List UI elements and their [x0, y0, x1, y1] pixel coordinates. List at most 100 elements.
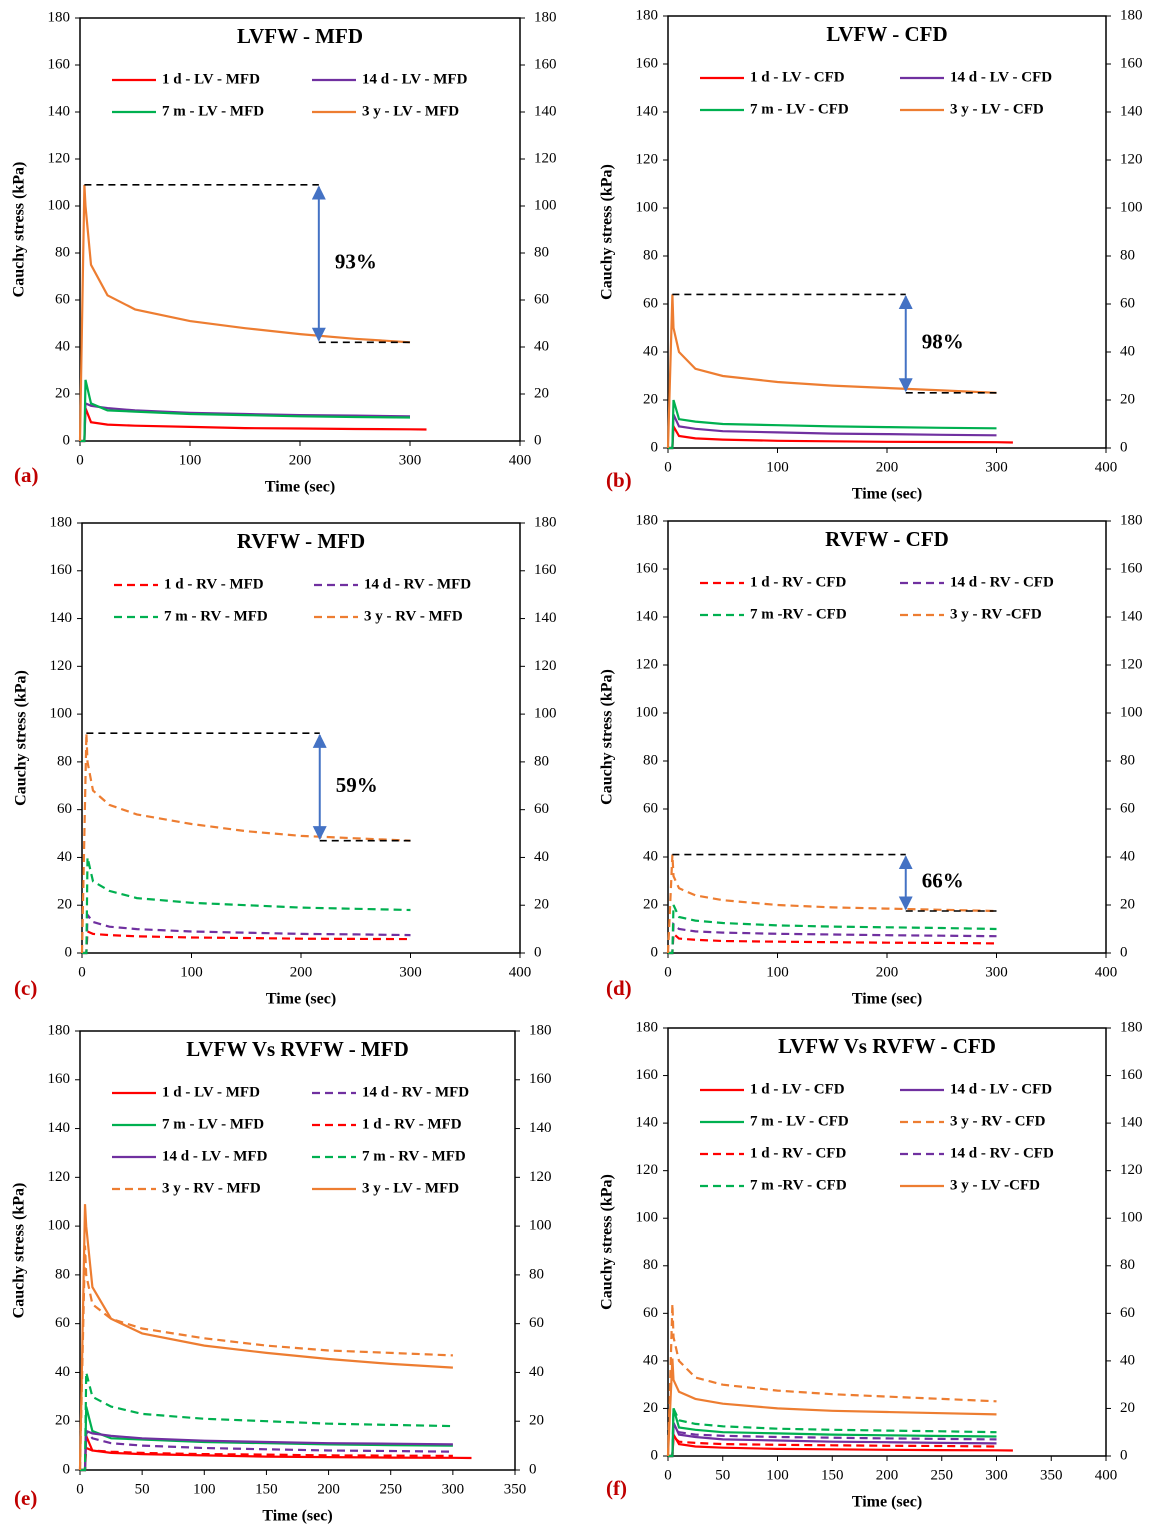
y-tick-label: 140 — [48, 103, 71, 119]
y2-tick-label: 60 — [534, 291, 549, 307]
x-tick-label: 250 — [931, 1467, 954, 1483]
panel-label: (f) — [606, 1476, 627, 1500]
y2-tick-label: 160 — [534, 56, 557, 72]
legend-label: 1 d - LV - MFD — [162, 1084, 260, 1100]
y-tick-label: 0 — [651, 944, 659, 960]
y2-tick-label: 160 — [534, 562, 557, 578]
y2-tick-label: 60 — [1120, 1305, 1135, 1321]
y2-tick-label: 100 — [1120, 1210, 1143, 1226]
y-tick-label: 140 — [636, 103, 659, 119]
y-tick-label: 20 — [57, 897, 72, 913]
y-tick-label: 40 — [643, 848, 658, 864]
chart-title: LVFW Vs RVFW - CFD — [778, 1034, 996, 1058]
x-tick-label: 100 — [193, 1481, 216, 1497]
legend-label: 14 d - RV - MFD — [362, 1084, 469, 1100]
y2-tick-label: 80 — [534, 244, 549, 260]
series-line — [668, 921, 997, 955]
y-tick-label: 0 — [651, 1447, 659, 1463]
x-tick-label: 300 — [399, 452, 422, 468]
series-line — [78, 1204, 453, 1471]
y2-tick-label: 120 — [534, 150, 557, 166]
y-tick-label: 100 — [636, 704, 659, 720]
series-line — [668, 904, 997, 955]
y2-tick-label: 180 — [529, 1022, 552, 1038]
y-axis-title: Cauchy stress (kPa) — [599, 1174, 616, 1310]
y-tick-label: 120 — [48, 1169, 71, 1185]
y-tick-label: 60 — [55, 1315, 70, 1331]
legend-label: 1 d - RV - CFD — [750, 1145, 846, 1161]
y-tick-label: 80 — [643, 247, 658, 263]
series-line — [82, 857, 411, 955]
y2-tick-label: 0 — [1120, 944, 1128, 960]
x-tick-label: 0 — [664, 459, 672, 475]
x-tick-label: 350 — [1040, 1467, 1063, 1483]
legend-label: 3 y - RV -CFD — [950, 606, 1042, 622]
y-tick-label: 160 — [48, 56, 71, 72]
chart-title: RVFW - MFD — [237, 529, 365, 553]
chart-title: LVFW - MFD — [237, 24, 363, 48]
y-tick-label: 80 — [643, 1257, 658, 1273]
x-tick-label: 150 — [255, 1481, 278, 1497]
y-tick-label: 140 — [636, 1115, 659, 1131]
y2-tick-label: 60 — [1120, 295, 1135, 311]
y-tick-label: 20 — [55, 385, 70, 401]
y2-tick-label: 120 — [529, 1169, 552, 1185]
y-tick-label: 120 — [48, 150, 71, 166]
y2-tick-label: 80 — [529, 1266, 544, 1282]
x-tick-label: 350 — [504, 1481, 527, 1497]
y-axis-title: Cauchy stress (kPa) — [13, 670, 30, 806]
legend-label: 3 y - LV - MFD — [362, 1180, 459, 1196]
annotation: 59% — [336, 773, 378, 797]
y-tick-label: 140 — [48, 1120, 71, 1136]
y-tick-label: 40 — [57, 849, 72, 865]
x-tick-label: 100 — [766, 1467, 789, 1483]
y2-tick-label: 80 — [1120, 247, 1135, 263]
annotation: 93% — [335, 249, 377, 273]
series-line — [78, 184, 411, 442]
y2-tick-label: 40 — [529, 1364, 544, 1380]
x-tick-label: 200 — [876, 964, 899, 980]
legend-label: 14 d - LV - MFD — [162, 1148, 268, 1164]
y2-tick-label: 120 — [534, 658, 557, 674]
y-tick-label: 100 — [636, 199, 659, 215]
x-tick-label: 0 — [664, 964, 672, 980]
y2-tick-label: 180 — [534, 514, 557, 530]
y2-tick-label: 80 — [1120, 1257, 1135, 1273]
x-tick-label: 300 — [442, 1481, 465, 1497]
y2-tick-label: 120 — [1120, 1162, 1143, 1178]
y-tick-label: 100 — [636, 1210, 659, 1226]
y-tick-label: 60 — [643, 800, 658, 816]
x-tick-label: 400 — [1095, 964, 1118, 980]
x-tick-label: 300 — [985, 1467, 1008, 1483]
chart-title: LVFW - CFD — [826, 22, 947, 46]
y-tick-label: 140 — [636, 608, 659, 624]
y2-tick-label: 0 — [1120, 1447, 1128, 1463]
x-tick-label: 300 — [985, 459, 1008, 475]
legend-label: 7 m - LV - CFD — [750, 1113, 849, 1129]
series-line — [666, 294, 997, 449]
y-tick-label: 160 — [636, 1067, 659, 1083]
plot-area — [79, 1030, 516, 1471]
legend-label: 7 m - LV - MFD — [162, 1116, 264, 1132]
y-tick-label: 20 — [55, 1413, 70, 1429]
legend-label: 7 m - LV - CFD — [750, 101, 849, 117]
panel-label: (b) — [606, 468, 632, 492]
legend-label: 7 m - RV - MFD — [164, 608, 268, 624]
y-axis-title: Cauchy stress (kPa) — [11, 162, 28, 298]
x-tick-label: 50 — [135, 1481, 150, 1497]
y2-tick-label: 140 — [534, 610, 557, 626]
y2-tick-label: 160 — [529, 1071, 552, 1087]
y2-tick-label: 180 — [1120, 512, 1143, 528]
y2-tick-label: 60 — [529, 1315, 544, 1331]
y-tick-label: 160 — [50, 562, 73, 578]
y-tick-label: 180 — [48, 1022, 71, 1038]
legend-label: 3 y - RV - MFD — [162, 1180, 261, 1196]
y-tick-label: 60 — [643, 1305, 658, 1321]
x-tick-label: 100 — [766, 459, 789, 475]
legend-label: 1 d - RV - MFD — [362, 1116, 462, 1132]
y2-tick-label: 100 — [534, 706, 557, 722]
series-line — [666, 1303, 997, 1457]
annotation: 66% — [922, 869, 964, 893]
x-axis-title: Time (sec) — [265, 479, 335, 496]
